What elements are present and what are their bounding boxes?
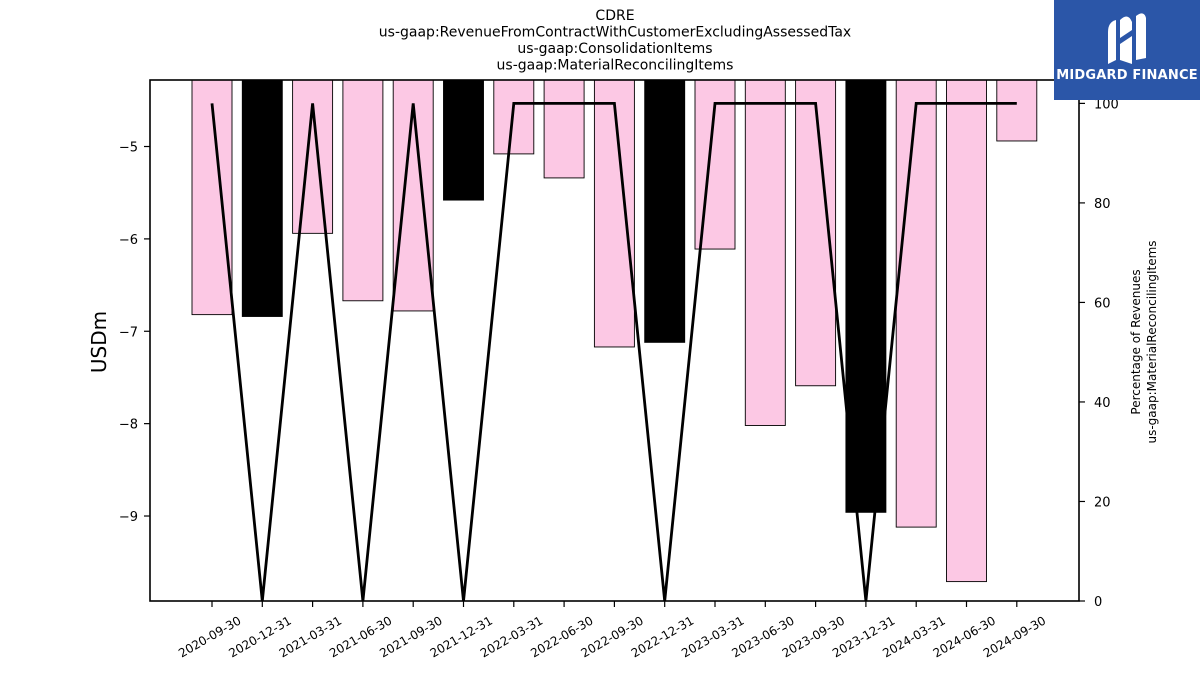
y2-tick-label: 100 xyxy=(1094,97,1119,112)
midgard-finance-logo: MIDGARD FINANCE xyxy=(1054,0,1200,100)
bar xyxy=(443,79,484,201)
y-axis-right: 0 20 40 60 80 100 xyxy=(1079,97,1119,610)
y-tick-label: −6 xyxy=(119,233,138,248)
y2-axis-label-line: Percentage of Revenues xyxy=(1129,269,1143,414)
bar xyxy=(593,79,635,348)
chart-title-line: us-gaap:MaterialReconcilingItems xyxy=(497,58,734,74)
y-axis-label: USDm xyxy=(87,311,111,373)
bar-series xyxy=(191,79,1038,583)
chart-title-line: us-gaap:RevenueFromContractWithCustomerE… xyxy=(379,25,851,41)
midgard-logo-icon xyxy=(1108,13,1146,65)
bar xyxy=(845,79,887,513)
chart-title-line: us-gaap:ConsolidationItems xyxy=(517,41,712,57)
bar xyxy=(644,79,686,343)
bar xyxy=(996,79,1038,142)
y-tick-label: −5 xyxy=(119,141,138,156)
y2-axis-label: Percentage of Revenues us-gaap:MaterialRe… xyxy=(1129,240,1159,443)
bar xyxy=(895,79,937,528)
bar xyxy=(191,79,233,316)
bar xyxy=(543,79,585,179)
y2-tick-label: 60 xyxy=(1094,296,1111,311)
y-tick-label: −7 xyxy=(119,325,138,340)
bar xyxy=(241,79,283,317)
bar xyxy=(946,79,987,583)
y2-axis-label-line: us-gaap:MaterialReconcilingItems xyxy=(1145,240,1159,443)
y-tick-label: −9 xyxy=(119,510,138,525)
logo-text: MIDGARD FINANCE xyxy=(1056,68,1198,83)
y2-tick-label: 0 xyxy=(1094,595,1102,610)
percentage-line-series xyxy=(210,101,1017,602)
percentage-line xyxy=(210,101,1017,602)
x-axis: 2020-09-302020-12-312021-03-312021-06-30… xyxy=(176,601,1048,660)
chart-title: CDREus-gaap:RevenueFromContractWithCusto… xyxy=(379,8,851,74)
bar xyxy=(342,79,384,302)
bar xyxy=(744,79,786,426)
y2-tick-label: 40 xyxy=(1094,396,1111,411)
chart-title-line: CDRE xyxy=(595,8,634,24)
y-axis-left: −9 −8 −7 −6 −5 xyxy=(119,141,150,525)
bar xyxy=(292,79,334,234)
y2-tick-label: 80 xyxy=(1094,197,1111,212)
y2-tick-label: 20 xyxy=(1094,495,1111,510)
y-tick-label: −8 xyxy=(119,418,138,433)
bar xyxy=(392,79,434,312)
